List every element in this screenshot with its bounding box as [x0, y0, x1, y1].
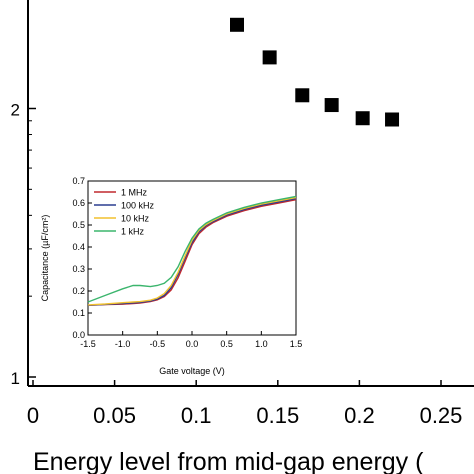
main-y-tick-label: 1 [11, 369, 20, 388]
inset-y-tick-label: 0.4 [72, 242, 85, 252]
main-x-tick-label: 0.2 [344, 403, 375, 428]
main-chart: 12 0 0.05 0.1 0.15 0.2 0.25 Energy level from… [11, 0, 474, 474]
inset-legend-label: 100 kHz [121, 201, 155, 211]
inset-x-tick-label: -1.5 [80, 339, 96, 349]
inset-x-tick-label: -1.0 [115, 339, 131, 349]
inset-series-lines [87, 195, 297, 306]
inset-legend-label: 1 MHz [121, 188, 148, 198]
main-data-point [355, 111, 370, 126]
inset-y-tick-label: 0.5 [72, 220, 85, 230]
inset-x-axis-label: Gate voltage (V) [159, 366, 225, 376]
inset-series-line [87, 197, 297, 306]
main-x-tick-label: 0.1 [181, 403, 212, 428]
main-x-tick-label: 0 [27, 403, 39, 428]
main-x-tick-label: 0.15 [256, 403, 299, 428]
inset-y-axis-label: Capacitance (µF/cm²) [40, 215, 50, 302]
inset-x-tick-label: 0.5 [220, 339, 233, 349]
main-x-tick-label: 0.05 [93, 403, 136, 428]
main-y-tick-label: 2 [11, 101, 20, 120]
inset-x-tick-label: -0.5 [150, 339, 166, 349]
inset-series-line [87, 195, 297, 303]
inset-x-tick-label: 1.0 [255, 339, 268, 349]
inset-y-tick-label: 0.6 [72, 198, 85, 208]
inset-x-ticks: -1.5 -1.0 -0.5 0.0 0.5 1.0 1.5 [80, 331, 302, 349]
main-data-point [262, 50, 277, 65]
inset-x-tick-label: 1.5 [290, 339, 303, 349]
inset-y-tick-label: 0.7 [72, 176, 85, 186]
main-x-ticks: 0 0.05 0.1 0.15 0.2 0.25 [27, 380, 463, 428]
main-data-point [230, 17, 244, 32]
main-y-ticks: 12 [11, 101, 36, 388]
main-data-point [295, 88, 310, 103]
inset-legend-label: 10 kHz [121, 214, 150, 224]
main-x-tick-label: 0.25 [420, 403, 463, 428]
inset-y-ticks: 0.0 0.1 0.2 0.3 0.4 0.5 0.6 0.7 [72, 176, 92, 340]
main-data-point [324, 98, 339, 113]
inset-legend: 1 MHz 100 kHz 10 kHz 1 kHz [94, 188, 155, 237]
inset-series-line [87, 196, 297, 306]
inset-y-tick-label: 0.1 [72, 308, 85, 318]
inset-chart: 0.0 0.1 0.2 0.3 0.4 0.5 0.6 0.7 -1.5 -1.0 -0.5 0.0… [40, 176, 302, 376]
inset-y-tick-label: 0.0 [72, 330, 85, 340]
inset-legend-label: 1 kHz [121, 227, 145, 237]
main-data-point [385, 112, 400, 127]
main-data-points [230, 17, 400, 127]
inset-x-tick-label: 0.0 [186, 339, 199, 349]
inset-y-tick-label: 0.2 [72, 286, 85, 296]
main-x-axis-label: Energy level from mid-gap energy ( [33, 448, 424, 474]
inset-y-tick-label: 0.3 [72, 264, 85, 274]
